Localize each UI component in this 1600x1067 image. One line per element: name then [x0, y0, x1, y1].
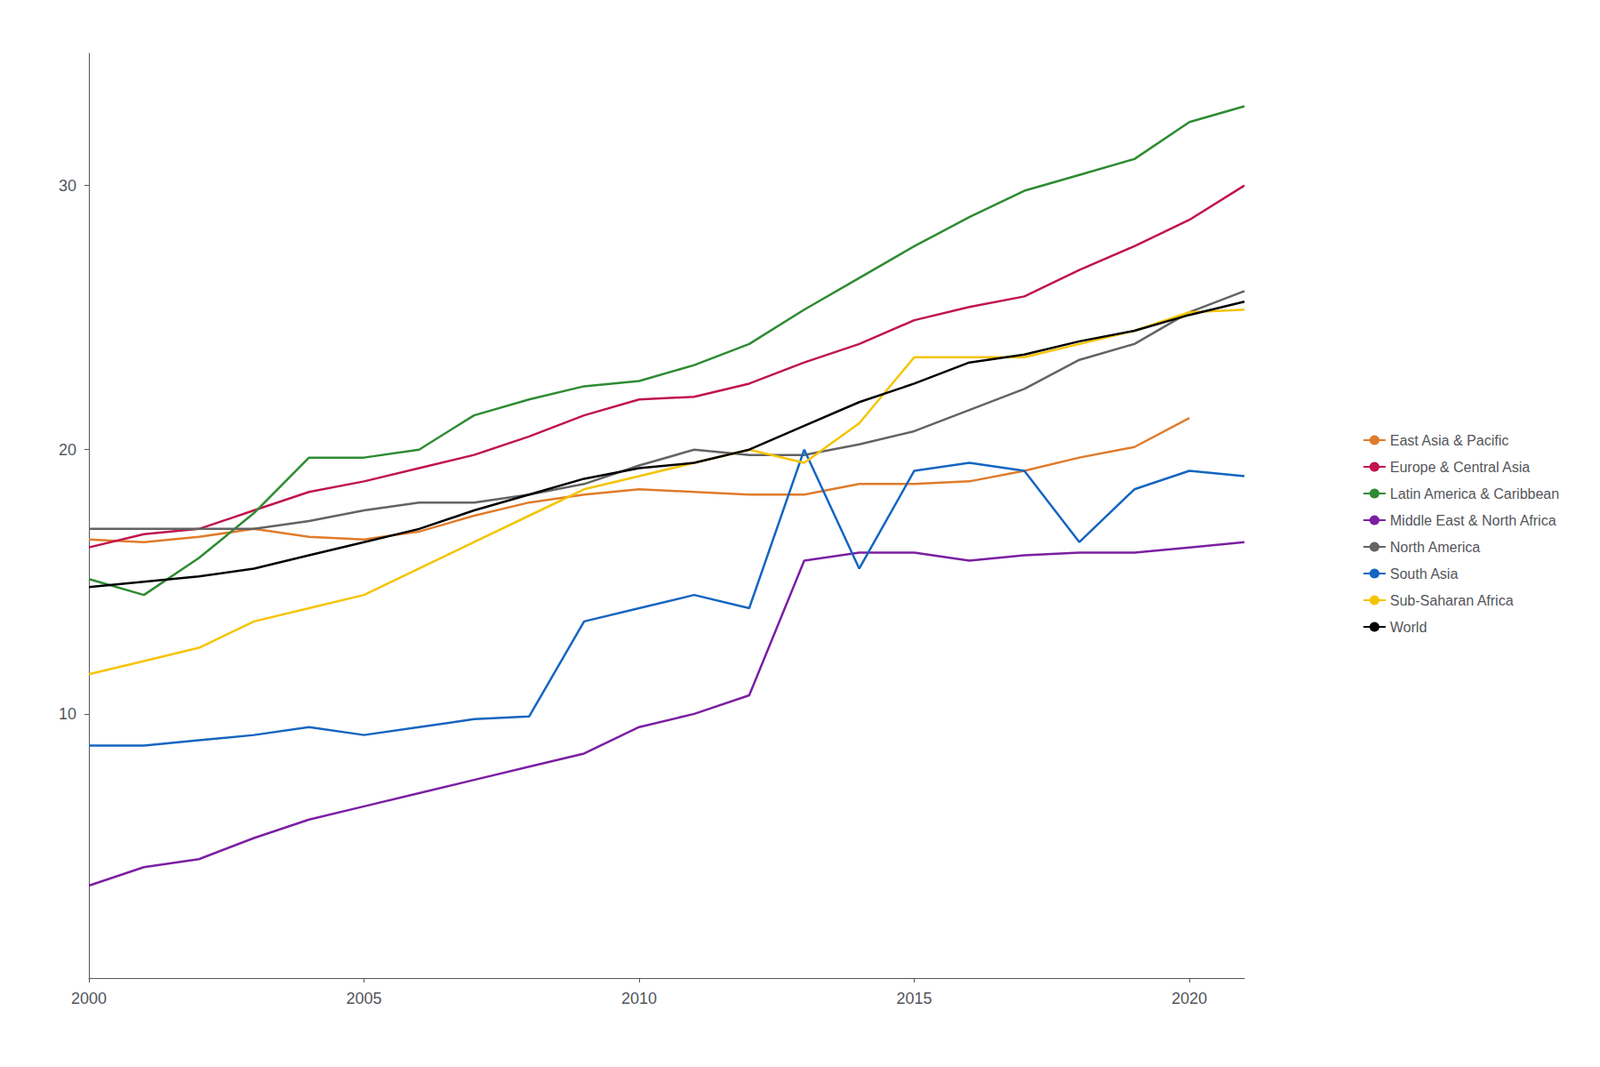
- svg-text:Latin America & Caribbean: Latin America & Caribbean: [1390, 486, 1560, 502]
- svg-text:World: World: [1390, 619, 1428, 635]
- svg-text:2005: 2005: [346, 989, 383, 1008]
- svg-text:2000: 2000: [71, 989, 107, 1008]
- svg-text:East Asia & Pacific: East Asia & Pacific: [1390, 432, 1509, 448]
- svg-text:Sub-Saharan Africa: Sub-Saharan Africa: [1390, 592, 1514, 608]
- svg-text:South Asia: South Asia: [1390, 566, 1459, 582]
- svg-text:Europe & Central Asia: Europe & Central Asia: [1390, 459, 1531, 475]
- svg-text:30: 30: [58, 176, 77, 195]
- svg-text:North America: North America: [1390, 539, 1480, 555]
- svg-text:2015: 2015: [896, 989, 933, 1008]
- svg-text:2020: 2020: [1171, 989, 1208, 1008]
- svg-text:10: 10: [58, 704, 77, 723]
- svg-text:2010: 2010: [621, 989, 657, 1008]
- svg-text:20: 20: [58, 440, 77, 459]
- svg-text:Middle East & North Africa: Middle East & North Africa: [1390, 512, 1557, 528]
